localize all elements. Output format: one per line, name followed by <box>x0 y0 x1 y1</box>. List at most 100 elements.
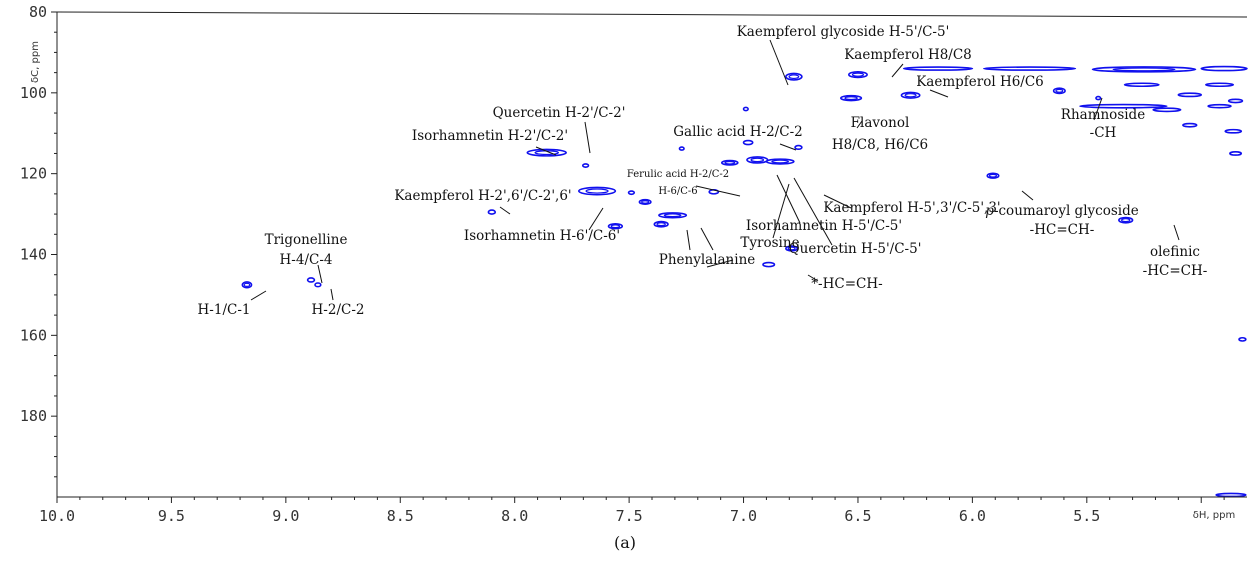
peak-contour <box>487 209 497 215</box>
annotation-labels: Kaempferol glycoside H-5'/C-5' Kaempferol… <box>198 24 1208 318</box>
peak-contour <box>902 66 974 71</box>
x-tick-label: 8.0 <box>501 507 528 525</box>
peak-contour <box>1091 66 1197 73</box>
annotation-label: p-coumaroyl glycoside -HC=CH- <box>985 203 1138 238</box>
peak-contour <box>1200 65 1248 72</box>
peak-contour <box>1095 95 1102 101</box>
x-tick-label: 5.5 <box>1073 507 1100 525</box>
peak-contour <box>1152 107 1182 113</box>
annotation-label: Quercetin H-5'/C-5' <box>789 241 922 257</box>
annotation-leader-line <box>695 185 741 197</box>
x-tick-label: 8.5 <box>387 507 414 525</box>
annotation-leader-line <box>793 177 833 246</box>
x-tick-label: 6.0 <box>959 507 986 525</box>
peak-contour <box>678 146 685 151</box>
annotation-label: Kaempferol H6/C6 <box>916 74 1044 90</box>
peak-contour <box>1227 98 1244 104</box>
annotation-label: H-2/C-2 <box>312 302 365 318</box>
peak-contour-inner <box>585 188 609 194</box>
peak-contour-inner <box>1120 218 1131 223</box>
x-tick-label: 9.5 <box>158 507 185 525</box>
peak-contour <box>1079 103 1168 109</box>
x-tick-label: 9.0 <box>272 507 299 525</box>
peak-contour <box>1238 336 1247 342</box>
annotation-leader-line <box>686 229 691 251</box>
peak-contour <box>577 186 617 196</box>
annotation-label: Tyrosine <box>740 235 799 251</box>
peak-contour <box>839 94 863 102</box>
top-frame-line <box>56 11 1248 18</box>
annotation-label: H-1/C-1 <box>198 302 251 318</box>
peak-contour-inner <box>243 282 251 287</box>
figure-caption: (a) <box>614 533 636 552</box>
annotation-label: Isorhamnetin H-5'/C-5' <box>746 218 902 234</box>
peak-contour-inner <box>663 213 682 218</box>
peak-contour <box>607 222 624 230</box>
annotation-leader-line <box>706 259 734 268</box>
annotation-label: Flavonol H8/C8, H6/C6 <box>832 115 928 153</box>
peak-contour-inner <box>788 74 800 80</box>
annotation-leader-line <box>769 39 789 86</box>
peak-contour <box>1182 122 1198 128</box>
peak-contour <box>848 71 868 79</box>
peak-contour-inner <box>1112 67 1176 72</box>
peak-contour <box>1224 128 1243 134</box>
peak-contour <box>658 212 688 219</box>
x-tick-label: 10.0 <box>39 507 75 525</box>
x-tick-label: 7.0 <box>730 507 757 525</box>
peak-contour-inner <box>771 159 789 164</box>
annotation-label: Isorhamnetin H-2'/C-2' <box>412 128 568 144</box>
peak-contour <box>581 163 590 168</box>
peak-contour-inner <box>851 72 865 77</box>
peak-contour <box>762 261 776 268</box>
peak-contour <box>765 158 795 165</box>
x-axis-title: δH, ppm <box>1193 510 1235 521</box>
annotation-leader-line <box>823 194 852 209</box>
peak-contour-inner <box>610 224 621 229</box>
annotation-leader-line <box>330 288 334 301</box>
annotation-leader-line <box>1093 97 1103 121</box>
annotation-label: Kaempferol glycoside H-5'/C-5' <box>737 24 950 40</box>
annotation-label: olefinic -HC=CH- <box>1143 244 1208 279</box>
x-tick-label: 7.5 <box>616 507 643 525</box>
annotation-leader-line <box>535 146 557 156</box>
annotation-leader-line <box>929 89 949 98</box>
y-tick-label: 120 <box>20 165 47 183</box>
peak-contour <box>241 281 253 289</box>
annotation-label: Ferulic acid H-2/C-2 H-6/C-6 <box>627 169 729 197</box>
y-tick-label: 140 <box>20 246 47 264</box>
peak-contour-inner <box>988 173 998 178</box>
annotation-leader-line <box>317 264 323 284</box>
annotation-label: Kaempferol H-2',6'/C-2',6' <box>394 188 571 204</box>
annotation-label: Phenylalanine <box>659 252 756 268</box>
peak-contour <box>794 144 803 151</box>
annotation-leader-line <box>1021 190 1034 201</box>
peak-contour-inner <box>750 157 765 163</box>
peak-contour <box>785 72 803 81</box>
peak-contour <box>1177 92 1203 98</box>
peak-contour <box>1052 87 1066 95</box>
annotation-leader-line <box>807 274 819 282</box>
peak-contour <box>742 106 749 112</box>
y-tick-label: 80 <box>29 3 47 21</box>
annotation-label: Gallic acid H-2/C-2 <box>673 124 802 140</box>
annotation-leader-line <box>779 143 797 151</box>
peak-contour <box>1118 216 1134 224</box>
peak-contour <box>526 148 567 157</box>
peak-contour <box>627 190 636 196</box>
annotation-label: Kaempferol H8/C8 <box>844 47 972 63</box>
annotation-leader-line <box>250 290 267 301</box>
peak-contour-inner <box>904 93 917 98</box>
annotation-leader-line <box>772 183 790 239</box>
peak-contour <box>306 277 316 283</box>
peak-contour <box>1229 151 1243 156</box>
annotation-leader-line <box>499 206 511 215</box>
peak-contour <box>1207 103 1232 109</box>
peak-contour-inner <box>844 96 858 101</box>
peak-contour <box>1205 82 1235 88</box>
annotation-leaders <box>250 39 1180 301</box>
peak-contour <box>785 245 799 252</box>
peak-contour-inner <box>724 160 736 165</box>
peak-contour <box>742 139 754 146</box>
